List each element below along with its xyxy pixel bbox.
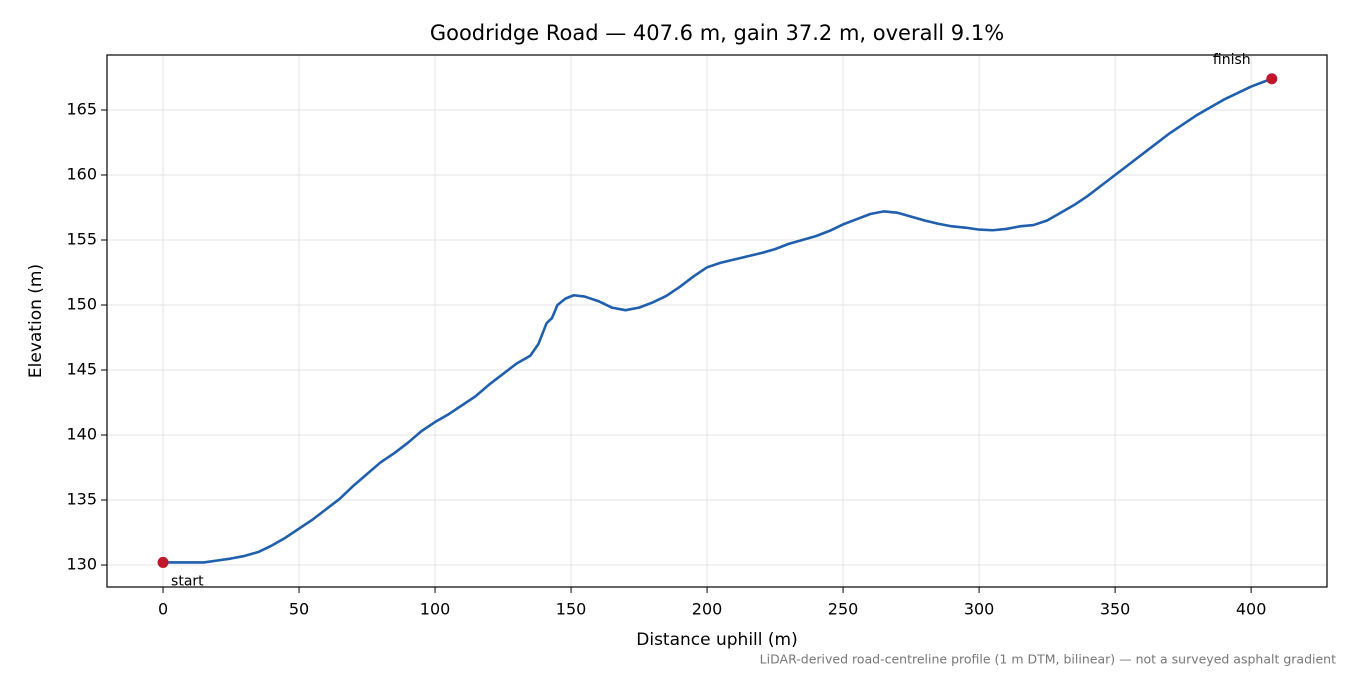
y-tick-label: 155 [66, 230, 97, 249]
y-tick-label: 160 [66, 164, 97, 183]
y-tick-label: 165 [66, 99, 97, 118]
y-tick-label: 130 [66, 555, 97, 574]
chart-title: Goodridge Road — 407.6 m, gain 37.2 m, o… [430, 21, 1004, 45]
endpoint-marker [1266, 73, 1278, 85]
endpoint-label: start [171, 573, 204, 589]
x-axis-label: Distance uphill (m) [636, 630, 797, 650]
endpoint-label: finish [1213, 52, 1251, 68]
y-axis-label: Elevation (m) [26, 264, 46, 378]
elevation-line [163, 77, 1273, 564]
footnote: LiDAR-derived road-centreline profile (1… [760, 652, 1336, 667]
x-tick-label: 250 [828, 600, 859, 619]
plot-frame [106, 54, 1328, 588]
x-tick-label: 300 [964, 600, 995, 619]
x-tick-label: 100 [420, 600, 451, 619]
y-tick-label: 140 [66, 425, 97, 444]
x-tick-label: 150 [556, 600, 587, 619]
y-tick-label: 135 [66, 490, 97, 509]
x-tick-label: 350 [1100, 600, 1131, 619]
endpoint-marker [157, 556, 169, 568]
y-tick-label: 145 [66, 360, 97, 379]
x-tick-label: 400 [1236, 600, 1267, 619]
x-tick-label: 0 [158, 600, 168, 619]
x-tick-label: 200 [692, 600, 723, 619]
x-tick-label: 50 [289, 600, 309, 619]
y-tick-label: 150 [66, 295, 97, 314]
